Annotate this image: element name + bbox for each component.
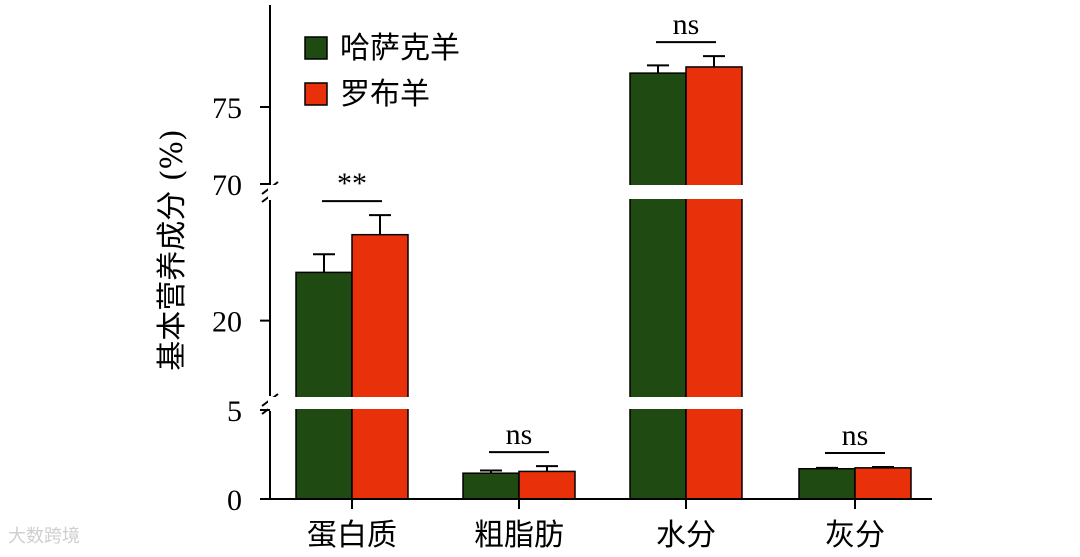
y-tick-label: 5 bbox=[227, 395, 242, 428]
x-axis: 蛋白质 粗脂肪 水分 灰分 bbox=[270, 498, 932, 553]
axis-break-gap bbox=[268, 397, 934, 409]
bar-1-4 bbox=[798, 467, 856, 500]
legend-swatch-2 bbox=[304, 82, 328, 106]
legend-label-2: 罗布羊 bbox=[340, 77, 430, 112]
significance-label: ns bbox=[673, 8, 700, 41]
x-tick-label: 灰分 bbox=[825, 518, 885, 553]
y-tick-label: 20 bbox=[212, 306, 242, 339]
significance-label: ns bbox=[842, 419, 869, 452]
bar-1-2 bbox=[462, 472, 520, 500]
y-tick-label: 0 bbox=[227, 484, 242, 517]
axis-break-gap bbox=[268, 185, 934, 199]
legend-label-1: 哈萨克羊 bbox=[340, 31, 460, 66]
bars bbox=[268, 55, 934, 500]
legend-swatch-1 bbox=[304, 36, 328, 60]
y-axis: 0 5 20 70 75 bbox=[212, 5, 279, 517]
x-tick-label: 蛋白质 bbox=[307, 518, 397, 553]
bar-2-3 bbox=[685, 66, 743, 500]
significance-label: ns bbox=[506, 418, 533, 451]
bar-1-3 bbox=[629, 72, 687, 500]
bar-2-4 bbox=[854, 467, 912, 500]
bar-1-1 bbox=[295, 271, 353, 500]
significance-label: ** bbox=[337, 167, 367, 200]
significance-annotations: ** ns ns ns bbox=[322, 8, 885, 454]
watermark: 大数跨境 bbox=[8, 526, 80, 547]
bar-2-1 bbox=[351, 233, 409, 500]
y-axis-label: 基本营养成分 (%) bbox=[155, 129, 190, 370]
y-tick-label: 75 bbox=[212, 92, 242, 125]
y-tick-label: 70 bbox=[212, 169, 242, 202]
bar-2-2 bbox=[518, 470, 576, 500]
x-tick-label: 水分 bbox=[656, 518, 716, 553]
x-tick-label: 粗脂肪 bbox=[474, 518, 564, 553]
